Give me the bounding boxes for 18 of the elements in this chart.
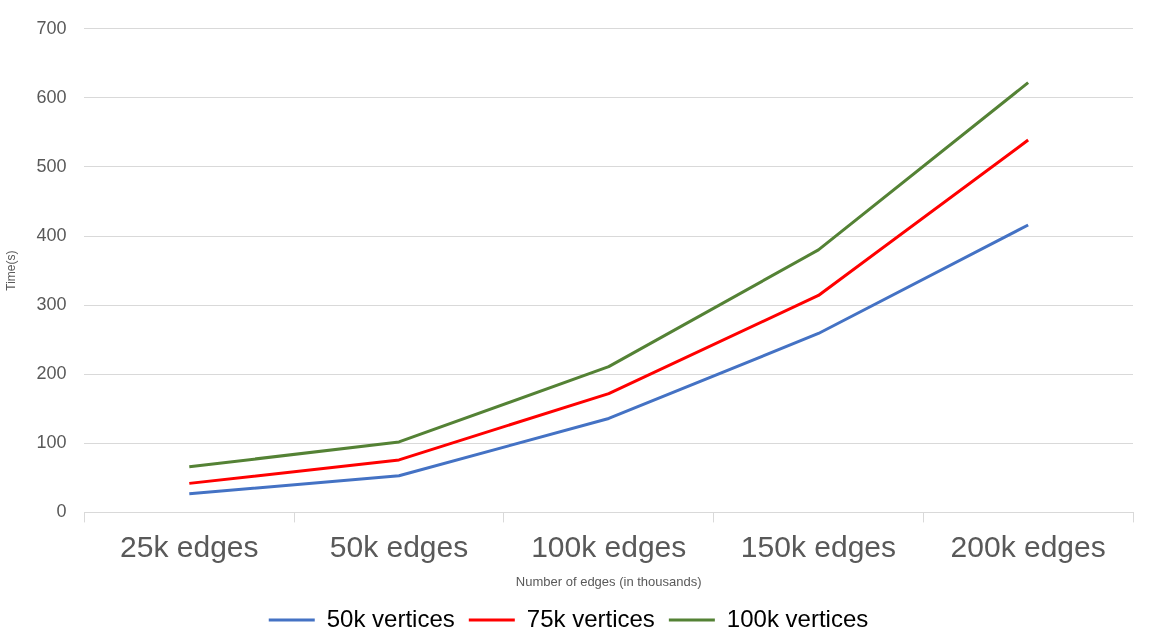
x-tick-label: 50k edges (329, 529, 469, 563)
legend-label: 75k vertices (526, 604, 655, 632)
x-tick-label: 25k edges (120, 529, 259, 563)
y-tick-label: 700 (36, 17, 67, 38)
y-axis-title: Time(s) (3, 250, 18, 291)
y-tick-label: 0 (56, 501, 67, 522)
y-tick-label: 100 (36, 432, 67, 453)
x-tick-label: 200k edges (950, 529, 1106, 563)
x-tick-label: 150k edges (740, 529, 896, 563)
x-axis-title: Number of edges (in thousands) (515, 573, 702, 589)
legend-label: 50k vertices (326, 604, 455, 632)
legend-label: 100k vertices (726, 604, 869, 632)
y-tick-label: 200 (36, 363, 67, 384)
y-tick-label: 600 (36, 86, 67, 107)
x-tick-label: 100k edges (531, 529, 687, 563)
y-tick-label: 300 (36, 294, 67, 315)
y-tick-label: 500 (36, 155, 67, 176)
y-tick-label: 400 (36, 225, 67, 246)
